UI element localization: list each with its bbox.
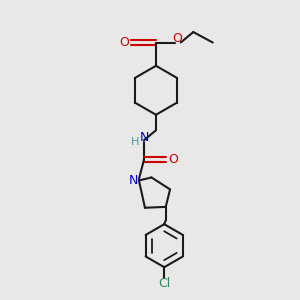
Text: O: O [168,153,178,166]
Text: O: O [172,32,182,45]
Text: Cl: Cl [158,277,170,290]
Text: H: H [131,136,139,147]
Text: N: N [139,131,149,144]
Text: N: N [129,174,138,187]
Text: O: O [119,36,129,49]
